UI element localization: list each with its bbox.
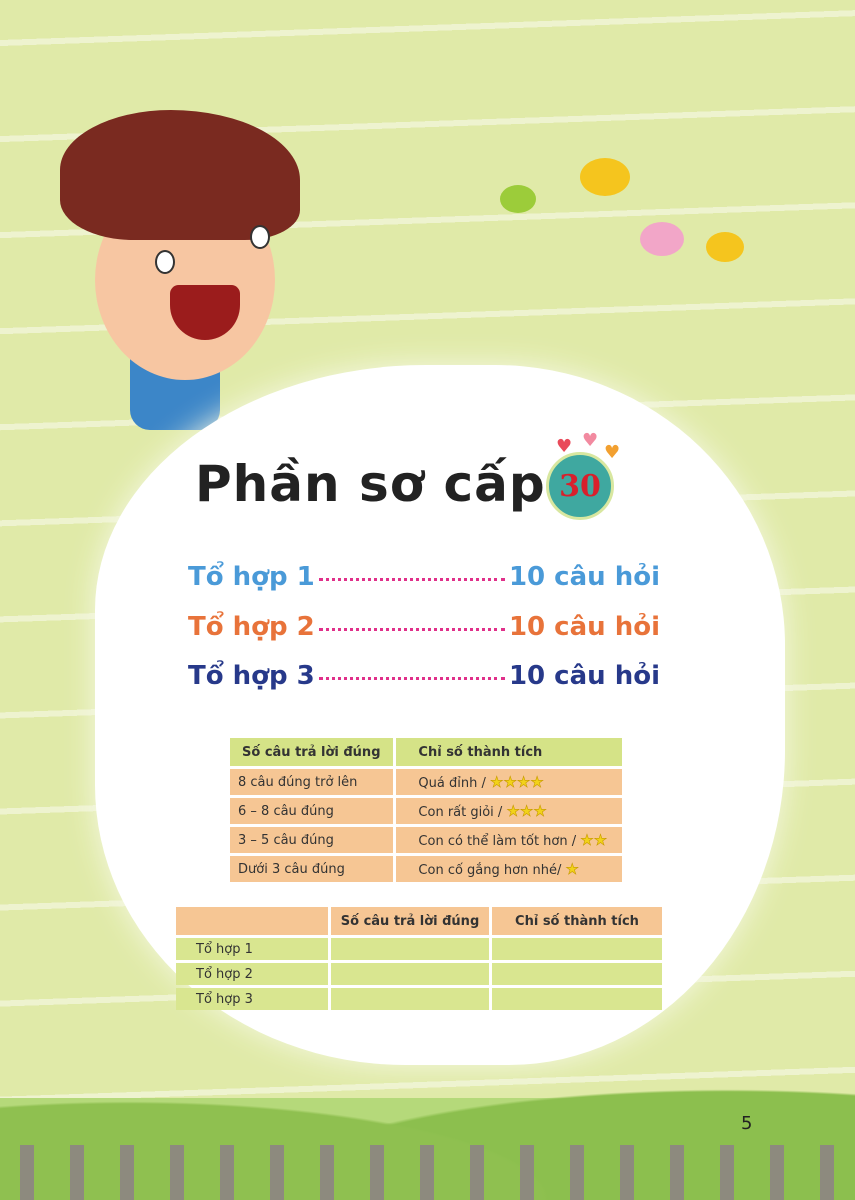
fence-illustration [0,1145,855,1200]
rating-text: Quá đỉnh / [418,776,486,791]
contents-value: 10 câu hỏi [508,661,660,691]
contents-line: Tổ hợp 1 10 câu hỏi [188,562,660,592]
dot-leader [318,578,505,581]
table-row: Tổ hợp 1 [176,938,662,960]
bird-illustration [580,158,630,196]
bird-illustration [706,232,744,262]
rating-text: Con có thể làm tốt hơn / [418,834,577,849]
question-count-badge: 30 [546,452,614,520]
score-input-cell[interactable] [331,938,489,960]
score-input-cell[interactable] [331,963,489,985]
table-row: 8 câu đúng trở lên Quá đỉnh / ★★★★ [230,769,622,795]
bird-illustration [640,222,684,256]
bird-illustration [500,185,536,213]
rating-input-cell[interactable] [492,938,662,960]
heart-icon: ♥ [556,436,573,457]
contents-label: Tổ hợp 1 [188,562,315,592]
table-row: Dưới 3 câu đúng Con cố gắng hơn nhé/ ★ [230,856,622,882]
contents-value: 10 câu hỏi [508,562,660,592]
table-header: Số câu trả lời đúng [331,907,489,935]
table-header: Chỉ số thành tích [396,738,622,766]
contents-value: 10 câu hỏi [508,612,660,642]
table-row: 3 – 5 câu đúng Con có thể làm tốt hơn / ★… [230,827,622,853]
contents-line: Tổ hợp 2 10 câu hỏi [188,612,660,642]
heart-icon: ♥ [604,442,621,463]
table-header: Chỉ số thành tích [492,907,662,935]
boy-illustration [60,110,300,430]
results-table: Số câu trả lời đúng Chỉ số thành tích Tổ … [173,904,665,1013]
star-icon: ★★ [580,831,608,850]
page-title: Phần sơ cấp [195,455,546,513]
range-cell: 3 – 5 câu đúng [230,827,394,853]
table-row: Tổ hợp 2 [176,963,662,985]
scoring-scale-table: Số câu trả lời đúng Chỉ số thành tích 8 c… [227,735,625,885]
star-icon: ★★★★ [490,773,544,792]
range-cell: Dưới 3 câu đúng [230,856,394,882]
table-row: Tổ hợp 3 [176,988,662,1010]
rating-input-cell[interactable] [492,988,662,1010]
heart-icon: ♥ [582,430,599,451]
score-input-cell[interactable] [331,988,489,1010]
dot-leader [318,628,505,631]
row-label: Tổ hợp 3 [176,988,328,1010]
row-label: Tổ hợp 2 [176,963,328,985]
table-header: Số câu trả lời đúng [230,738,394,766]
contents-label: Tổ hợp 2 [188,612,315,642]
dot-leader [318,677,505,680]
table-header [176,907,328,935]
table-row: 6 – 8 câu đúng Con rất giỏi / ★★★ [230,798,622,824]
contents-line: Tổ hợp 3 10 câu hỏi [188,661,660,691]
star-icon: ★ [565,860,579,879]
rating-text: Con rất giỏi / [418,805,503,820]
rating-input-cell[interactable] [492,963,662,985]
range-cell: 8 câu đúng trở lên [230,769,394,795]
star-icon: ★★★ [506,802,547,821]
range-cell: 6 – 8 câu đúng [230,798,394,824]
rating-text: Con cố gắng hơn nhé/ [418,863,562,878]
page-number: 5 [741,1113,753,1134]
row-label: Tổ hợp 1 [176,938,328,960]
contents-label: Tổ hợp 3 [188,661,315,691]
